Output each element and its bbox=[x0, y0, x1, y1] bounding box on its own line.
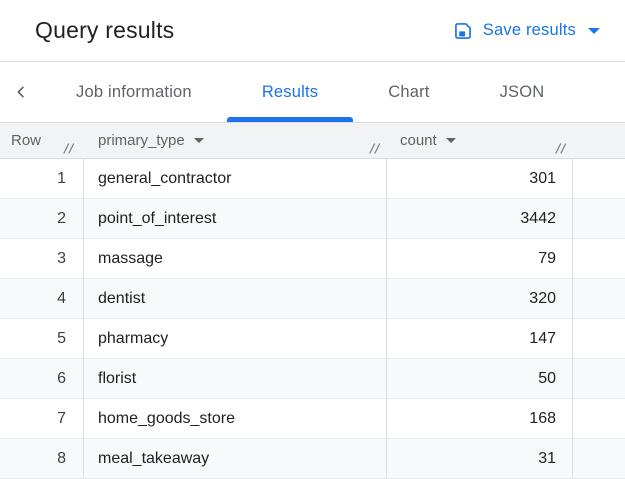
table-row: 7 home_goods_store 168 bbox=[0, 399, 625, 439]
tab-label: JSON bbox=[499, 82, 545, 101]
save-results-button[interactable]: Save results bbox=[453, 21, 600, 41]
column-resize-handle-icon[interactable] bbox=[368, 142, 382, 155]
table-row: 1 general_contractor 301 bbox=[0, 159, 625, 199]
tab-label: Results bbox=[261, 82, 319, 101]
count-cell: 301 bbox=[387, 159, 573, 198]
column-label-count: count bbox=[400, 132, 437, 149]
row-number-cell: 1 bbox=[0, 159, 84, 198]
row-number-cell: 3 bbox=[0, 239, 84, 278]
row-number-cell: 2 bbox=[0, 199, 84, 238]
table-row: 8 meal_takeaway 31 bbox=[0, 439, 625, 479]
filler-cell bbox=[573, 159, 625, 198]
tab-label: Chart bbox=[388, 82, 430, 101]
primary-type-cell: massage bbox=[84, 239, 387, 278]
row-number-cell: 4 bbox=[0, 279, 84, 318]
primary-type-cell: point_of_interest bbox=[84, 199, 387, 238]
column-header-count[interactable]: count bbox=[387, 123, 573, 158]
table-row: 6 florist 50 bbox=[0, 359, 625, 399]
table-body: 1 general_contractor 301 2 point_of_inte… bbox=[0, 159, 625, 479]
column-menu-caret-icon[interactable] bbox=[445, 138, 456, 143]
table-row: 4 dentist 320 bbox=[0, 279, 625, 319]
table-header-row: Row primary_type count bbox=[0, 123, 625, 159]
count-cell: 168 bbox=[387, 399, 573, 438]
filler-cell bbox=[573, 199, 625, 238]
filler-cell bbox=[573, 279, 625, 318]
filler-cell bbox=[573, 399, 625, 438]
chevron-left-icon bbox=[13, 84, 29, 100]
tab-json[interactable]: JSON bbox=[465, 62, 580, 122]
primary-type-cell: pharmacy bbox=[84, 319, 387, 358]
results-table: Row primary_type count bbox=[0, 123, 625, 479]
count-cell: 79 bbox=[387, 239, 573, 278]
column-resize-handle-icon[interactable] bbox=[554, 142, 568, 155]
caret-down-icon bbox=[588, 27, 600, 34]
query-results-header: Query results Save results bbox=[0, 0, 625, 62]
column-header-primary-type[interactable]: primary_type bbox=[84, 123, 387, 158]
primary-type-cell: general_contractor bbox=[84, 159, 387, 198]
tab-chart[interactable]: Chart bbox=[353, 62, 464, 122]
tab-results[interactable]: Results bbox=[226, 62, 354, 122]
primary-type-cell: dentist bbox=[84, 279, 387, 318]
tab-label: Job information bbox=[76, 82, 192, 101]
tab-bar: Job information Results Chart JSON bbox=[0, 62, 625, 123]
column-label-primary-type: primary_type bbox=[98, 132, 185, 149]
table-row: 3 massage 79 bbox=[0, 239, 625, 279]
filler-cell bbox=[573, 359, 625, 398]
column-menu-caret-icon[interactable] bbox=[193, 138, 204, 143]
row-number-cell: 7 bbox=[0, 399, 84, 438]
row-number-cell: 8 bbox=[0, 439, 84, 478]
page-title: Query results bbox=[35, 17, 175, 43]
filler-cell bbox=[573, 239, 625, 278]
save-results-label: Save results bbox=[482, 21, 576, 39]
tab-job-information[interactable]: Job information bbox=[41, 62, 227, 122]
column-header-row: Row bbox=[0, 123, 84, 158]
primary-type-cell: florist bbox=[84, 359, 387, 398]
row-number-cell: 6 bbox=[0, 359, 84, 398]
tabs-back-button[interactable] bbox=[0, 62, 41, 122]
count-cell: 320 bbox=[387, 279, 573, 318]
column-resize-handle-icon[interactable] bbox=[62, 142, 76, 155]
primary-type-cell: home_goods_store bbox=[84, 399, 387, 438]
table-row: 5 pharmacy 147 bbox=[0, 319, 625, 359]
count-cell: 147 bbox=[387, 319, 573, 358]
filler-cell bbox=[573, 439, 625, 478]
column-header-filler bbox=[573, 123, 625, 158]
count-cell: 3442 bbox=[387, 199, 573, 238]
filler-cell bbox=[573, 319, 625, 358]
row-number-cell: 5 bbox=[0, 319, 84, 358]
table-row: 2 point_of_interest 3442 bbox=[0, 199, 625, 239]
count-cell: 50 bbox=[387, 359, 573, 398]
save-icon bbox=[453, 21, 473, 41]
primary-type-cell: meal_takeaway bbox=[84, 439, 387, 478]
count-cell: 31 bbox=[387, 439, 573, 478]
column-label-row: Row bbox=[11, 132, 42, 149]
